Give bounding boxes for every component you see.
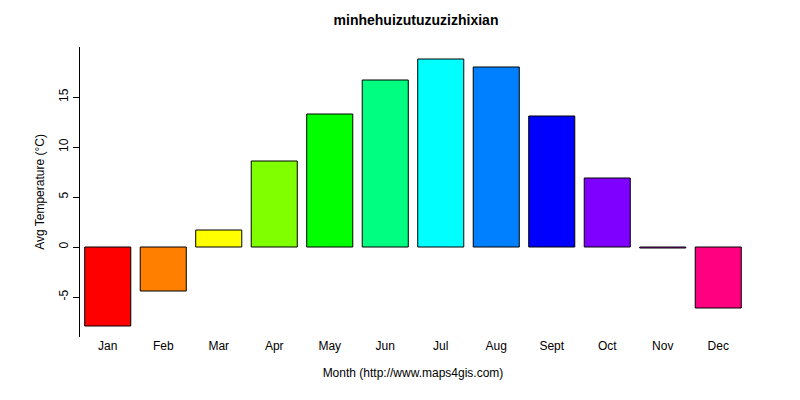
svg-text:minhehuizutuzuzizhixian: minhehuizutuzuzizhixian — [334, 12, 499, 28]
svg-text:Aug: Aug — [486, 339, 507, 353]
svg-text:Oct: Oct — [598, 339, 617, 353]
svg-text:Jan: Jan — [98, 339, 117, 353]
svg-text:-5: -5 — [57, 290, 71, 301]
svg-text:Sept: Sept — [539, 339, 564, 353]
svg-text:Mar: Mar — [208, 339, 229, 353]
svg-text:Month (http://www.maps4gis.com: Month (http://www.maps4gis.com) — [323, 366, 504, 380]
svg-text:Dec: Dec — [708, 339, 729, 353]
svg-text:15: 15 — [57, 88, 71, 102]
svg-text:10: 10 — [57, 138, 71, 152]
svg-text:Jun: Jun — [376, 339, 395, 353]
svg-text:Avg Temperature (°C): Avg Temperature (°C) — [33, 134, 47, 250]
svg-text:May: May — [318, 339, 341, 353]
svg-text:Nov: Nov — [652, 339, 673, 353]
svg-text:Apr: Apr — [265, 339, 284, 353]
svg-text:5: 5 — [57, 192, 71, 199]
svg-text:0: 0 — [57, 242, 71, 249]
svg-text:Feb: Feb — [153, 339, 174, 353]
svg-text:Jul: Jul — [433, 339, 448, 353]
